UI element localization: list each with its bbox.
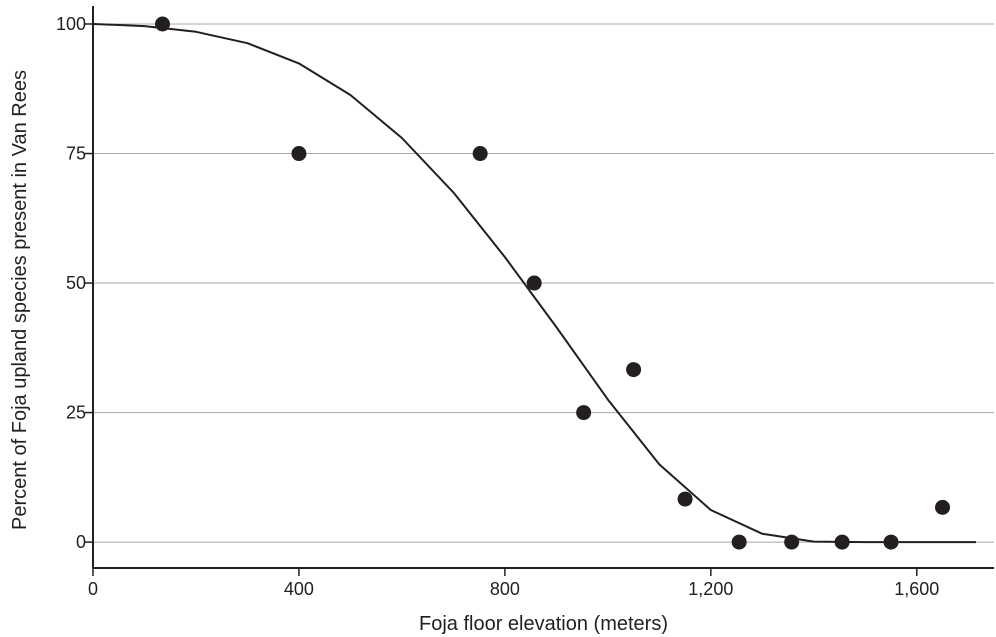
data-point [883, 534, 899, 550]
y-tick-label: 100 [56, 14, 86, 34]
y-axis-title: Percent of Foja upland species present i… [9, 70, 31, 530]
y-tick-label: 0 [76, 532, 86, 552]
x-tick-label: 0 [88, 579, 98, 599]
data-point [935, 499, 951, 515]
y-tick-label: 25 [66, 403, 86, 423]
x-tick-label: 1,600 [894, 579, 939, 599]
data-point [155, 16, 171, 32]
data-point [626, 362, 642, 378]
data-point [291, 146, 307, 162]
data-point [526, 275, 542, 291]
x-tick-label: 800 [490, 579, 520, 599]
data-point [472, 146, 488, 162]
axes [92, 6, 994, 569]
y-tick-label: 50 [66, 273, 86, 293]
x-tick-label: 1,200 [688, 579, 733, 599]
data-point [731, 534, 747, 550]
x-axis-title: Foja floor elevation (meters) [419, 613, 668, 635]
x-tick-label: 400 [284, 579, 314, 599]
gridlines [93, 23, 994, 543]
fit-curve [92, 23, 976, 544]
data-point [834, 534, 850, 550]
y-tick-label: 75 [66, 144, 86, 164]
ticks: 0 400 800 1,200 1,600 0 25 50 75 100 [56, 14, 939, 599]
data-point [576, 405, 592, 421]
data-point [677, 491, 693, 507]
data-point [784, 534, 800, 550]
data-points [155, 16, 951, 550]
